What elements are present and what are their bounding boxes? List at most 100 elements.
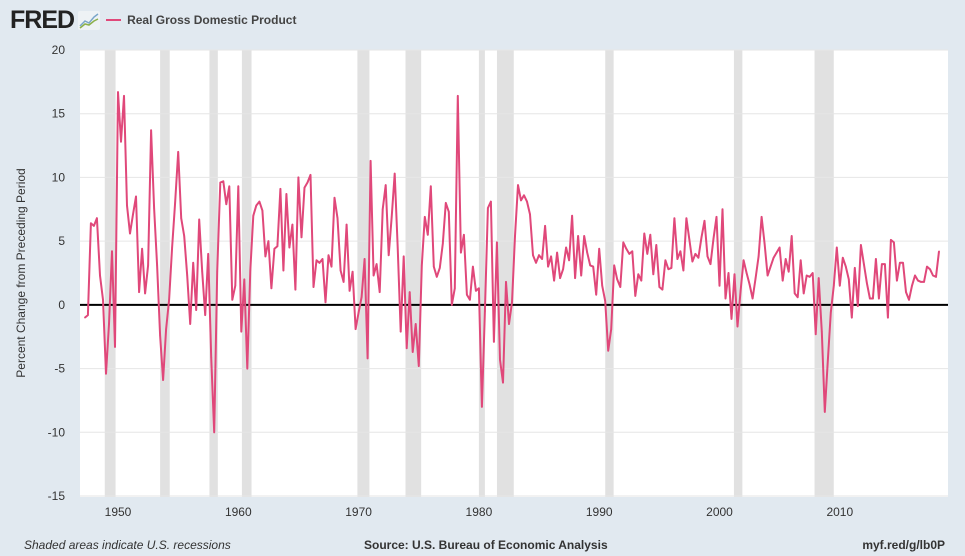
- data-point: [613, 264, 616, 267]
- data-point: [706, 255, 709, 258]
- data-point: [240, 330, 243, 333]
- data-point: [631, 250, 634, 253]
- fred-logo[interactable]: FRED: [10, 5, 75, 34]
- data-point: [351, 270, 354, 273]
- data-point: [745, 272, 748, 274]
- data-point: [312, 286, 315, 288]
- data-point: [375, 263, 378, 265]
- data-point: [835, 246, 838, 249]
- data-point: [842, 256, 844, 259]
- legend-label[interactable]: Real Gross Domestic Product: [127, 13, 297, 27]
- data-point: [814, 333, 817, 335]
- x-tick-labels: 1950 1960 1970 1980 1990 2000 2010: [105, 505, 854, 519]
- data-point: [793, 292, 796, 295]
- data-point: [935, 276, 937, 278]
- data-point: [721, 208, 724, 211]
- data-point: [273, 247, 276, 250]
- data-point: [408, 291, 411, 293]
- data-point: [451, 304, 453, 306]
- data-point: [144, 292, 146, 295]
- data-point: [126, 204, 128, 207]
- data-point: [851, 316, 853, 319]
- data-point: [204, 314, 207, 316]
- data-point: [330, 265, 333, 268]
- data-point: [411, 351, 414, 353]
- data-point: [923, 281, 925, 283]
- data-point: [423, 216, 426, 218]
- data-point: [402, 255, 405, 258]
- short-link[interactable]: myf.red/g/lb0P: [862, 538, 945, 552]
- data-point: [129, 232, 131, 235]
- x-tick-label: 1970: [345, 505, 372, 519]
- data-point: [893, 241, 895, 244]
- recession-band: [405, 50, 422, 497]
- data-point: [808, 276, 811, 278]
- data-point: [225, 203, 228, 205]
- data-point: [255, 204, 258, 207]
- data-points: [84, 91, 940, 434]
- data-point: [111, 250, 113, 253]
- data-point: [487, 207, 489, 209]
- data-point: [393, 172, 396, 175]
- data-point: [598, 247, 600, 250]
- data-point: [544, 225, 546, 227]
- data-point: [493, 341, 495, 343]
- data-point: [664, 259, 667, 262]
- data-point: [258, 200, 261, 203]
- data-point: [417, 365, 420, 367]
- data-point: [135, 195, 137, 198]
- data-point: [339, 269, 342, 272]
- data-point: [174, 202, 176, 204]
- data-point: [580, 274, 582, 277]
- data-point: [676, 258, 679, 260]
- data-point: [207, 253, 210, 255]
- data-point: [490, 200, 492, 203]
- data-point: [475, 290, 477, 292]
- recession-band: [605, 50, 614, 497]
- data-point: [120, 140, 122, 143]
- y-tick-label: 10: [52, 170, 66, 184]
- data-point: [198, 218, 201, 221]
- data-point: [823, 411, 826, 413]
- data-point: [276, 245, 279, 248]
- data-point: [643, 232, 646, 235]
- data-point: [688, 239, 691, 241]
- data-point: [736, 325, 739, 328]
- data-point: [87, 314, 89, 316]
- data-point: [153, 207, 155, 209]
- data-point: [435, 276, 438, 278]
- data-point: [869, 297, 871, 300]
- data-point: [448, 211, 450, 213]
- data-point: [327, 254, 330, 256]
- data-point: [697, 256, 700, 259]
- y-tick-labels: -15 -10 -5 0 5 10 15 20: [48, 43, 66, 503]
- data-point: [733, 273, 736, 276]
- data-point: [114, 346, 116, 348]
- data-point: [264, 255, 267, 258]
- data-point: [345, 223, 348, 226]
- data-point: [117, 91, 119, 93]
- data-point: [622, 241, 625, 244]
- data-point: [857, 305, 859, 307]
- data-point: [712, 237, 715, 240]
- data-point: [772, 256, 775, 259]
- y-tick-label: 15: [52, 107, 66, 121]
- data-point: [336, 217, 339, 220]
- data-point: [228, 185, 231, 188]
- data-point: [381, 208, 384, 211]
- data-point: [562, 268, 564, 270]
- data-point: [96, 217, 98, 220]
- data-point: [556, 251, 558, 254]
- data-point: [201, 270, 204, 273]
- data-point: [730, 318, 733, 320]
- data-point: [863, 263, 865, 265]
- data-point: [583, 235, 585, 237]
- data-point: [685, 217, 688, 220]
- data-point: [896, 279, 898, 282]
- y-tick-label: 0: [58, 298, 65, 312]
- data-point: [387, 254, 390, 256]
- data-point: [763, 242, 766, 245]
- data-point: [884, 263, 886, 265]
- data-point: [183, 235, 185, 237]
